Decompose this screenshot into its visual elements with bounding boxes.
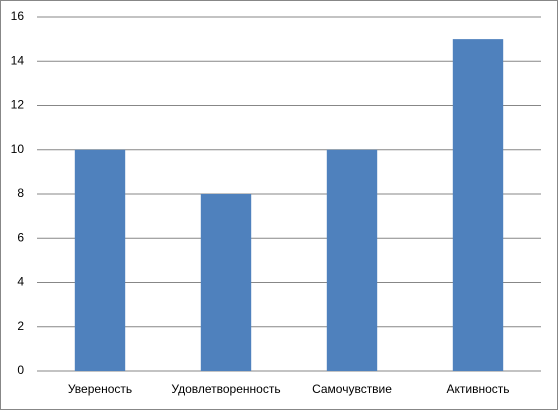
bar — [452, 39, 504, 371]
y-tick-label: 14 — [11, 53, 25, 67]
x-tick-label: Увереность — [68, 382, 132, 396]
x-tick-label: Активность — [446, 382, 509, 396]
y-tick-label: 0 — [17, 363, 24, 377]
y-tick-label: 2 — [17, 319, 24, 333]
y-tick-label: 6 — [17, 230, 24, 244]
bar — [74, 149, 126, 371]
y-tick-label: 16 — [11, 9, 25, 23]
x-tick-label: Удовлетворенность — [171, 382, 280, 396]
bar — [326, 149, 378, 371]
y-tick-label: 8 — [17, 186, 24, 200]
y-tick-label: 4 — [17, 275, 24, 289]
x-tick-label: Самочувствие — [312, 382, 392, 396]
y-tick-label: 10 — [11, 142, 25, 156]
bar — [200, 194, 252, 371]
y-tick-label: 12 — [11, 98, 25, 112]
